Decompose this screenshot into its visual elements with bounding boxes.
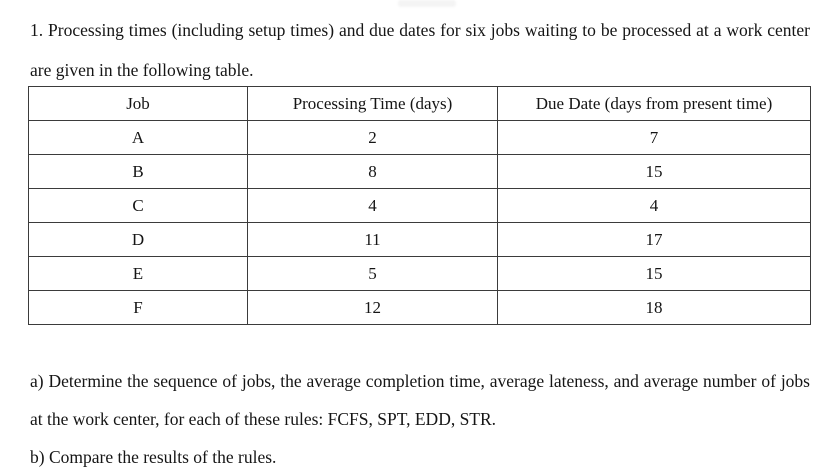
column-header-due-date: Due Date (days from present time): [497, 86, 811, 121]
due-date-cell: 15: [497, 154, 811, 189]
table-header-row: Job Processing Time (days) Due Date (day…: [28, 86, 811, 121]
job-cell: B: [28, 154, 248, 189]
due-date-cell: 18: [497, 290, 811, 325]
column-header-processing-time: Processing Time (days): [247, 86, 498, 121]
table-row: A 2 7: [28, 120, 811, 155]
table-row: C 4 4: [28, 188, 811, 223]
questions-block: a) Determine the sequence of jobs, the a…: [30, 362, 810, 470]
processing-time-cell: 5: [247, 256, 498, 291]
job-cell: D: [28, 222, 248, 257]
question-b: b) Compare the results of the rules.: [30, 447, 277, 467]
processing-time-cell: 11: [247, 222, 498, 257]
column-header-job: Job: [28, 86, 248, 121]
due-date-cell: 17: [497, 222, 811, 257]
job-cell: F: [28, 290, 248, 325]
table-row: B 8 15: [28, 154, 811, 189]
processing-time-cell: 8: [247, 154, 498, 189]
cropped-text-artifact: [398, 0, 456, 7]
job-cell: E: [28, 256, 248, 291]
processing-time-cell: 12: [247, 290, 498, 325]
due-date-cell: 4: [497, 188, 811, 223]
intro-paragraph: 1. Processing times (including setup tim…: [30, 20, 810, 80]
table-row: D 11 17: [28, 222, 811, 257]
due-date-cell: 7: [497, 120, 811, 155]
job-cell: C: [28, 188, 248, 223]
processing-time-cell: 4: [247, 188, 498, 223]
question-a: a) Determine the sequence of jobs, the a…: [30, 371, 810, 429]
due-date-cell: 15: [497, 256, 811, 291]
table-row: F 12 18: [28, 290, 811, 325]
jobs-table: Job Processing Time (days) Due Date (day…: [28, 86, 811, 325]
processing-time-cell: 2: [247, 120, 498, 155]
table-row: E 5 15: [28, 256, 811, 291]
job-cell: A: [28, 120, 248, 155]
